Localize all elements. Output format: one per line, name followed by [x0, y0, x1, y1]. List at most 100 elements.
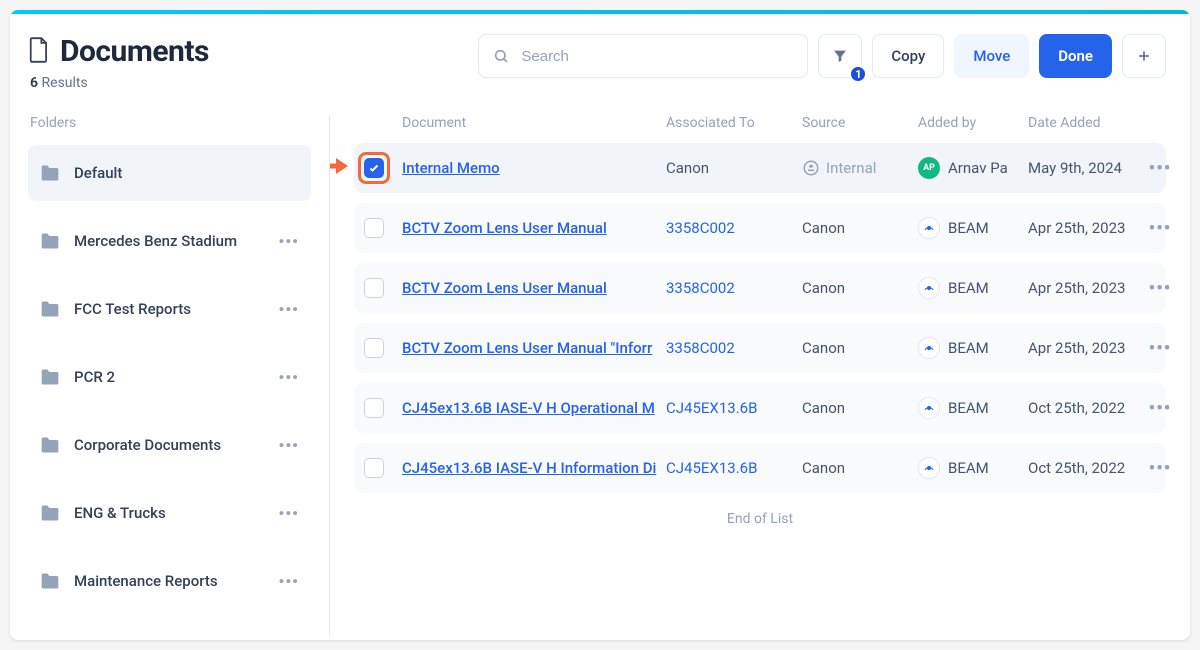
row-more-icon[interactable]: •••	[1144, 458, 1176, 479]
table-row: CJ45ex13.6B IASE-V H Operational M CJ45EX…	[354, 383, 1166, 433]
added-by: BEAM	[918, 337, 1022, 359]
col-date-added: Date Added	[1028, 115, 1138, 131]
sidebar-folder[interactable]: Corporate Documents•••	[28, 417, 311, 473]
sidebar-folder[interactable]: Maintenance Reports•••	[28, 553, 311, 609]
row-checkbox[interactable]	[364, 278, 384, 298]
folder-sidebar: Folders Default Mercedes Benz Stadium••• F…	[10, 115, 330, 635]
source-text: Canon	[802, 339, 912, 357]
added-by: BEAM	[918, 277, 1022, 299]
document-link[interactable]: BCTV Zoom Lens User Manual "Inforr	[402, 339, 660, 357]
sidebar-folder[interactable]: Default	[28, 145, 311, 201]
source-text: Canon	[802, 459, 912, 477]
folder-more-icon[interactable]: •••	[278, 368, 299, 387]
associated-link[interactable]: CJ45EX13.6B	[666, 459, 796, 477]
document-list-panel: Document Associated To Source Added by D…	[330, 115, 1190, 635]
document-link[interactable]: Internal Memo	[402, 159, 660, 177]
added-by: BEAM	[918, 397, 1022, 419]
avatar: AP	[918, 157, 940, 179]
added-by: BEAM	[918, 457, 1022, 479]
row-checkbox[interactable]	[364, 458, 384, 478]
content-layout: Folders Default Mercedes Benz Stadium••• F…	[10, 115, 1190, 635]
folder-more-icon[interactable]: •••	[278, 504, 299, 523]
date-added: Oct 25th, 2022	[1028, 459, 1138, 477]
source-text: Canon	[802, 279, 912, 297]
filter-icon	[832, 48, 848, 64]
row-checkbox[interactable]	[364, 338, 384, 358]
row-more-icon[interactable]: •••	[1144, 218, 1176, 239]
document-link[interactable]: CJ45ex13.6B IASE-V H Information Di	[402, 459, 660, 477]
sidebar-folder[interactable]: Mercedes Benz Stadium•••	[28, 213, 311, 269]
col-source: Source	[802, 115, 912, 131]
search-icon	[493, 48, 509, 64]
folder-more-icon[interactable]: •••	[278, 572, 299, 591]
add-button[interactable]	[1122, 34, 1166, 78]
table-row: Internal Memo Canon Internal APArnav Pa May …	[354, 143, 1166, 193]
folder-more-icon[interactable]: •••	[278, 232, 299, 251]
table-row: BCTV Zoom Lens User Manual 3358C002 Canon B…	[354, 263, 1166, 313]
row-more-icon[interactable]: •••	[1144, 398, 1176, 419]
source-internal: Internal	[802, 159, 912, 177]
search-box[interactable]	[478, 34, 808, 78]
folder-label: PCR 2	[74, 368, 278, 386]
header-controls: 1 Copy Move Done	[478, 34, 1166, 78]
filter-button[interactable]: 1	[818, 34, 862, 78]
associated-link[interactable]: 3358C002	[666, 339, 796, 357]
page-header: Documents 6 Results 1 Copy Move Done	[10, 14, 1190, 91]
copy-button[interactable]: Copy	[872, 34, 944, 78]
beam-icon	[918, 277, 940, 299]
row-checkbox[interactable]	[364, 218, 384, 238]
row-checkbox[interactable]	[364, 398, 384, 418]
date-added: Oct 25th, 2022	[1028, 399, 1138, 417]
associated-link[interactable]: 3358C002	[666, 279, 796, 297]
added-by: BEAM	[918, 217, 1022, 239]
callout-arrow-icon	[330, 156, 350, 180]
title-row: Documents	[28, 34, 209, 69]
col-added-by: Added by	[918, 115, 1022, 131]
row-more-icon[interactable]: •••	[1144, 338, 1176, 359]
col-associated: Associated To	[666, 115, 796, 131]
table-body: Internal Memo Canon Internal APArnav Pa May …	[354, 143, 1166, 493]
beam-icon	[918, 397, 940, 419]
date-added: Apr 25th, 2023	[1028, 219, 1138, 237]
folder-label: Corporate Documents	[74, 436, 278, 454]
col-document: Document	[402, 115, 660, 131]
results-label: Results	[42, 75, 88, 91]
folder-more-icon[interactable]: •••	[278, 300, 299, 319]
end-of-list: End of List	[354, 503, 1166, 535]
associated-link[interactable]: CJ45EX13.6B	[666, 399, 796, 417]
document-link[interactable]: BCTV Zoom Lens User Manual	[402, 219, 660, 237]
results-count: 6 Results	[30, 75, 209, 91]
folder-label: ENG & Trucks	[74, 504, 278, 522]
row-more-icon[interactable]: •••	[1144, 278, 1176, 299]
done-button[interactable]: Done	[1039, 34, 1112, 78]
move-button[interactable]: Move	[954, 34, 1029, 78]
associated-link[interactable]: 3358C002	[666, 219, 796, 237]
row-more-icon[interactable]: •••	[1144, 158, 1176, 179]
document-icon	[28, 37, 50, 67]
folder-label: Default	[74, 164, 299, 182]
source-text: Canon	[802, 399, 912, 417]
sidebar-folder[interactable]: ENG & Trucks•••	[28, 485, 311, 541]
folder-more-icon[interactable]: •••	[278, 436, 299, 455]
table-row: CJ45ex13.6B IASE-V H Information Di CJ45E…	[354, 443, 1166, 493]
results-number: 6	[30, 75, 38, 91]
beam-icon	[918, 217, 940, 239]
folder-label: Maintenance Reports	[74, 572, 278, 590]
plus-icon	[1136, 48, 1152, 64]
search-input[interactable]	[519, 47, 793, 66]
row-checkbox[interactable]	[364, 158, 384, 178]
document-link[interactable]: CJ45ex13.6B IASE-V H Operational M	[402, 399, 660, 417]
date-added: Apr 25th, 2023	[1028, 279, 1138, 297]
table-row: BCTV Zoom Lens User Manual3358C002CanonB…	[354, 203, 1166, 253]
folder-list: Default Mercedes Benz Stadium••• FCC Test …	[28, 145, 311, 609]
table-row: BCTV Zoom Lens User Manual "Inforr 3358C0…	[354, 323, 1166, 373]
date-added: May 9th, 2024	[1028, 159, 1138, 177]
document-link[interactable]: BCTV Zoom Lens User Manual	[402, 279, 660, 297]
sidebar-label: Folders	[30, 115, 311, 131]
sidebar-folder[interactable]: PCR 2•••	[28, 349, 311, 405]
date-added: Apr 25th, 2023	[1028, 339, 1138, 357]
app-window: Documents 6 Results 1 Copy Move Done	[10, 10, 1190, 640]
sidebar-folder[interactable]: FCC Test Reports•••	[28, 281, 311, 337]
added-by: APArnav Pa	[918, 157, 1022, 179]
associated-text: Canon	[666, 159, 796, 177]
